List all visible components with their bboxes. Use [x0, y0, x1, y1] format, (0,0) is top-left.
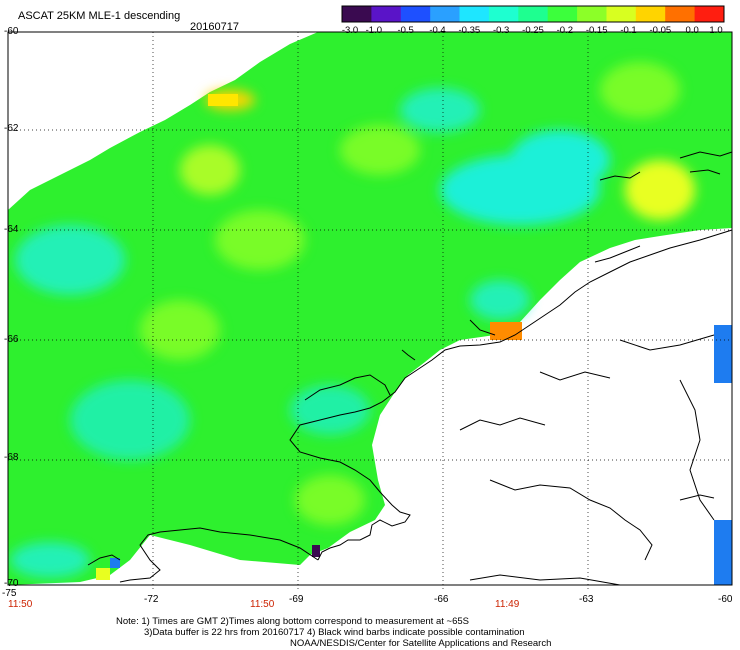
swath-variations — [10, 62, 695, 578]
colorbar-tick-label: -0.1 — [620, 25, 636, 36]
map-date: 20160717 — [190, 21, 239, 33]
colorbar-tick-label: -0.15 — [586, 25, 608, 36]
colorbar-tick-label: -0.3 — [493, 25, 509, 36]
yellow-patch-south — [96, 568, 110, 580]
colorbar-swatch — [459, 6, 490, 22]
lon-label: -72 — [144, 594, 159, 605]
colorbar-tick-label: -3.0 — [342, 25, 358, 36]
note-line-1: Note: 1) Times are GMT 2)Times along bot… — [116, 616, 469, 627]
swath-layer — [8, 32, 732, 585]
plot-frame — [7, 31, 733, 586]
colorbar: -3.0 -1.0 -0.5 -0.4 -0.35 -0.3 -0.25 -0.2 -0.15 -… — [341, 5, 725, 36]
lon-label: -69 — [289, 594, 304, 605]
colorbar-tick-label: 1.0 — [709, 25, 722, 36]
lon-label: -66 — [434, 594, 449, 605]
lon-label: -75 — [2, 588, 17, 599]
lat-label: -60 — [4, 26, 19, 37]
colorbar-swatch — [577, 6, 607, 22]
lat-label: -64 — [4, 224, 19, 235]
colorbar-tick-label: -0.5 — [397, 25, 413, 36]
colorbar-frame — [341, 5, 725, 23]
colorbar-swatch — [635, 6, 666, 22]
colorbar-swatch — [606, 6, 637, 22]
colorbar-swatch — [694, 6, 725, 22]
time-label: 11:50 — [250, 599, 275, 610]
lat-label: -70 — [4, 578, 19, 589]
colorbar-tick-label: -0.25 — [522, 25, 544, 36]
purple-patch — [312, 545, 320, 557]
colorbar-swatch — [430, 6, 461, 22]
colorbar-tick-label: 0.0 — [686, 25, 699, 36]
colorbar-swatch — [547, 6, 578, 22]
time-label: 11:49 — [495, 599, 520, 610]
blue-patch-2 — [714, 520, 732, 585]
time-label: 11:50 — [8, 599, 33, 610]
map-title: ASCAT 25KM MLE-1 descending — [18, 10, 181, 22]
small-blue-patch — [110, 558, 120, 568]
blue-patch-1 — [714, 325, 732, 383]
lon-label: -63 — [579, 594, 594, 605]
lon-label: -60 — [718, 594, 733, 605]
yellow-patch-north — [208, 94, 238, 106]
colorbar-swatch — [488, 6, 519, 22]
lat-label: -66 — [4, 334, 19, 345]
colorbar-tick-label: -0.35 — [459, 25, 481, 36]
colorbar-tick-label: -0.4 — [429, 25, 445, 36]
colorbar-tick-label: -0.2 — [557, 25, 573, 36]
colorbar-swatch — [400, 6, 431, 22]
coastline — [87, 151, 733, 586]
orange-patch — [490, 322, 522, 340]
colorbar-tick-label: -0.05 — [650, 25, 672, 36]
note-line-3: NOAA/NESDIS/Center for Satellite Applica… — [290, 638, 552, 649]
lat-label: -62 — [4, 123, 19, 134]
lat-label: -68 — [4, 452, 19, 463]
colorbar-swatch — [665, 6, 696, 22]
colorbar-swatch — [342, 6, 372, 22]
colorbar-swatch — [371, 6, 402, 22]
colorbar-tick-label: -1.0 — [366, 25, 382, 36]
note-line-2: 3)Data buffer is 22 hrs from 20160717 4)… — [144, 627, 525, 638]
colorbar-swatch — [518, 6, 549, 22]
